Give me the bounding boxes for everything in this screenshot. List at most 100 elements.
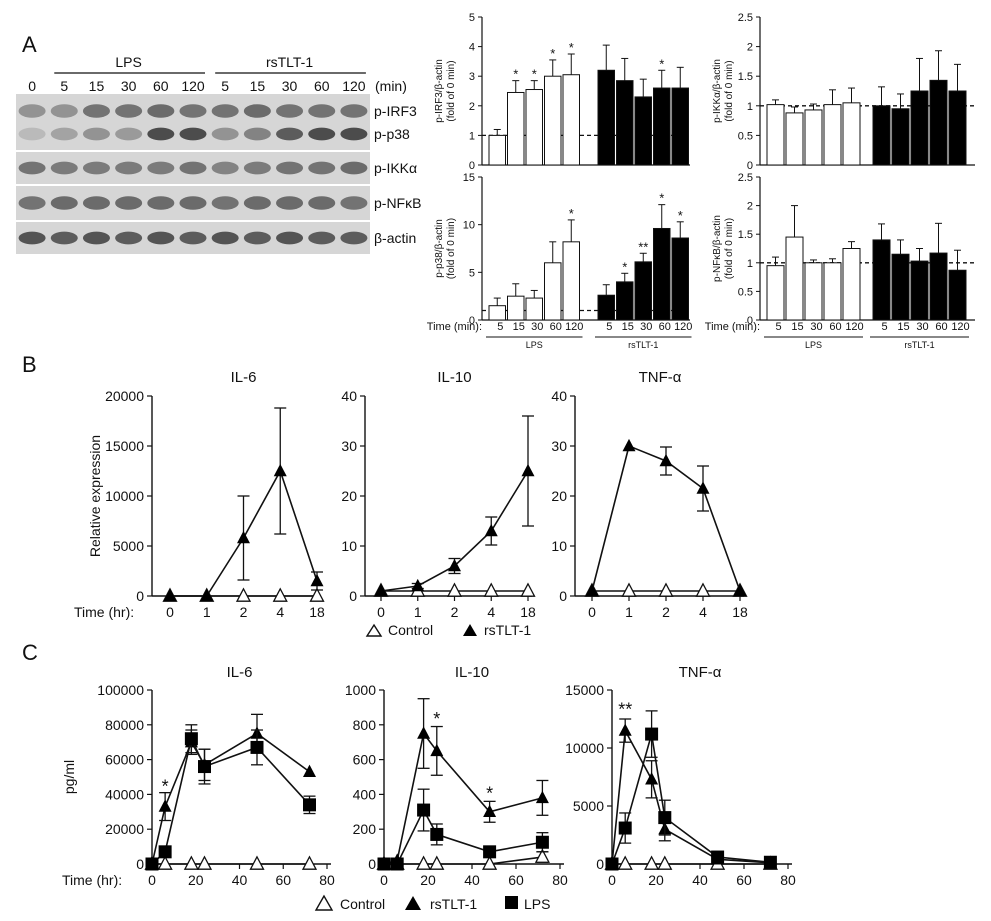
- group-label: LPS: [805, 340, 822, 350]
- line-chart-b-tnf: TNF-α 0 10 20 30 40 0 1 2 4 18: [551, 369, 748, 620]
- data-point: [446, 582, 463, 597]
- data-point: [618, 821, 632, 835]
- bar: [597, 69, 615, 166]
- data-point: [621, 582, 637, 597]
- blot-band: [243, 104, 271, 118]
- bar: [804, 262, 823, 321]
- bar: [891, 253, 910, 321]
- x-tick-label: 60: [935, 321, 947, 333]
- y-tick-label: 15000: [105, 438, 144, 454]
- bar: [785, 112, 804, 166]
- significance-mark: *: [486, 784, 493, 804]
- chart-title: TNF-α: [639, 369, 682, 386]
- bar: [785, 236, 804, 321]
- data-point: [429, 855, 445, 870]
- data-point: [411, 578, 425, 592]
- y-tick-label: 5: [469, 267, 475, 279]
- line-chart-b-il6: IL-6 0 5000 10000 15000 20000 0 1 2 4 18 Relative e…: [74, 369, 325, 620]
- blot-band: [340, 127, 368, 141]
- x-tick-label: 2: [240, 604, 248, 620]
- y-tick-label: 2.5: [738, 12, 753, 24]
- blot-band: [276, 161, 304, 175]
- y-tick-label: 5000: [573, 798, 604, 814]
- chart-title: TNF-α: [679, 664, 722, 681]
- blot-band: [115, 196, 143, 210]
- data-point: [374, 583, 388, 597]
- data-point: [763, 855, 777, 869]
- x-tick-label: 15: [622, 321, 634, 333]
- blot-band: [115, 104, 143, 118]
- chart-title: IL-10: [455, 664, 489, 681]
- data-point: [622, 438, 636, 452]
- series-line: [383, 731, 543, 865]
- blot-band: [340, 196, 368, 210]
- blot-band: [147, 196, 175, 210]
- blot-row-label: p-NFκB: [374, 195, 421, 211]
- data-point: [483, 582, 499, 597]
- blot-band: [179, 104, 207, 118]
- blot-band: [147, 161, 175, 175]
- significance-mark: **: [638, 239, 648, 254]
- blot-band: [243, 161, 271, 175]
- y-tick-label: 20: [551, 488, 567, 504]
- data-point: [145, 857, 159, 871]
- blot-band: [308, 231, 336, 245]
- data-point: [696, 481, 710, 494]
- blot-band: [179, 231, 207, 245]
- y-tick-label: 0: [368, 856, 376, 872]
- blot-band: [308, 161, 336, 175]
- data-point: [695, 582, 711, 597]
- data-point: [657, 855, 673, 870]
- blot-band: [276, 196, 304, 210]
- blot-band: [50, 127, 78, 141]
- bar: [525, 89, 543, 166]
- x-tick-label: 30: [916, 321, 928, 333]
- legend-c: Control rsTLT-1 LPS: [314, 894, 550, 912]
- data-point: [430, 743, 444, 757]
- x-tick-label: 4: [487, 604, 495, 620]
- x-tick-label: 4: [276, 604, 284, 620]
- chart-title: IL-10: [437, 369, 471, 386]
- x-tick-label: 80: [552, 872, 568, 888]
- blot-band: [115, 231, 143, 245]
- data-point: [430, 827, 444, 841]
- y-tick-label: 4: [469, 42, 475, 54]
- data-point: [237, 530, 250, 544]
- line-chart-c-il10: IL-10 0 200 400 600 800 1000 0 20 40 60 80 * *: [345, 664, 568, 888]
- significance-mark: *: [569, 40, 574, 55]
- blot-band: [276, 231, 304, 245]
- y-tick-label: 2.5: [738, 172, 753, 184]
- y-tick-label: 40000: [105, 786, 144, 802]
- x-tick-label: 20: [188, 872, 204, 888]
- data-point: [448, 558, 461, 572]
- data-point: [250, 740, 264, 754]
- x-tick-label: 1: [203, 604, 211, 620]
- x-tick-label: 18: [520, 604, 536, 620]
- x-tick-label: 30: [531, 321, 543, 333]
- data-point: [310, 573, 324, 587]
- blot-band: [147, 231, 175, 245]
- x-tick-label: 60: [736, 872, 752, 888]
- blot-row-label: p-IKKα: [374, 160, 417, 176]
- data-point: [184, 732, 198, 746]
- bar: [910, 90, 929, 166]
- y-tick-label: 20000: [105, 388, 144, 404]
- x-tick-label: 120: [674, 321, 692, 333]
- y-tick-label: 0: [469, 315, 475, 327]
- significance-mark: *: [550, 46, 555, 61]
- blot-band: [211, 231, 239, 245]
- bar: [823, 104, 842, 166]
- data-point: [482, 855, 498, 870]
- x-tick-label: 60: [829, 321, 841, 333]
- y-tick-label: 1000: [345, 682, 376, 698]
- blot-band: [82, 127, 110, 141]
- y-tick-label: 0: [747, 315, 753, 327]
- blot-lane-label: 120: [181, 78, 205, 94]
- significance-mark: *: [659, 191, 664, 206]
- blot-band: [147, 127, 175, 141]
- data-point: [235, 587, 252, 602]
- y-tick-label: 3: [469, 71, 475, 83]
- data-point: [645, 772, 659, 785]
- y-tick-label: 100000: [97, 682, 144, 698]
